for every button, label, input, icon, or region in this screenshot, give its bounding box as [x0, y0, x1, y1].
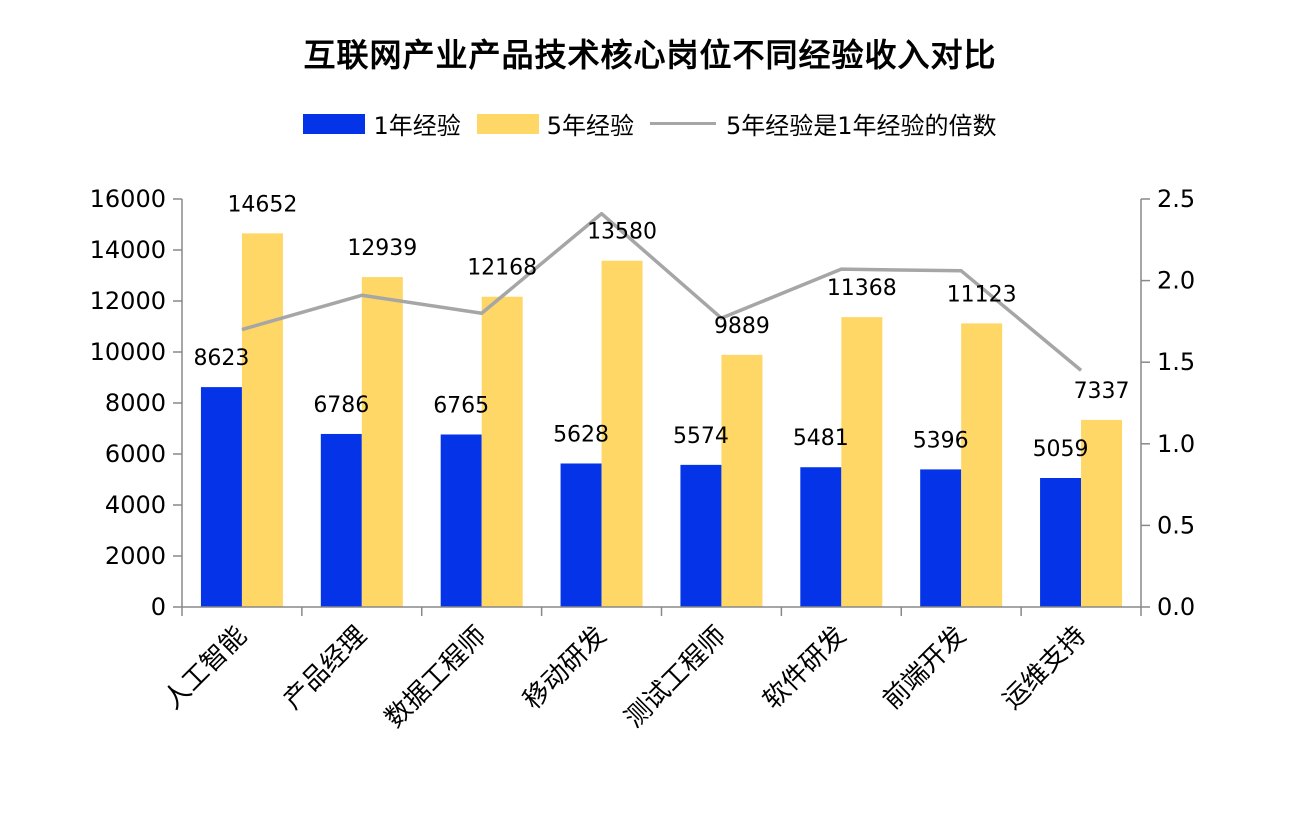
y-tick-label: 2000	[105, 542, 166, 570]
bar-1yr	[560, 463, 602, 607]
bar-1yr	[200, 387, 242, 607]
x-tick-label: 运维支持	[997, 621, 1092, 716]
x-tick-label: 产品经理	[278, 621, 373, 716]
y2-tick-label: 1.5	[1157, 348, 1195, 376]
data-label-1yr: 5574	[673, 424, 729, 449]
legend-item-1yr: 1年经验	[303, 106, 461, 141]
y-tick-label: 16000	[90, 185, 166, 213]
y-tick-label: 4000	[105, 491, 166, 519]
data-label-1yr: 6786	[313, 393, 369, 418]
data-label-5yr: 14652	[227, 192, 297, 217]
chart-title: 互联网产业产品技术核心岗位不同经验收入对比	[303, 36, 997, 74]
y2-tick-label: 2.0	[1157, 267, 1195, 295]
bar-5yr	[241, 233, 283, 607]
y2-tick-label: 2.5	[1157, 185, 1195, 213]
data-label-1yr: 5628	[553, 422, 609, 447]
bar-1yr	[680, 464, 722, 607]
bar-5yr	[1081, 419, 1123, 607]
y-tick-label: 10000	[90, 338, 166, 366]
x-tick-label: 人工智能	[158, 621, 253, 716]
bar-5yr	[961, 323, 1003, 607]
x-tick-label: 数据工程师	[379, 621, 492, 734]
data-label-1yr: 8623	[193, 346, 249, 371]
y-tick-label: 0	[151, 593, 166, 621]
y-tick-label: 8000	[105, 389, 166, 417]
y2-tick-label: 1.0	[1157, 430, 1195, 458]
legend-swatch-ratio	[650, 122, 716, 125]
legend-swatch-1yr	[303, 113, 366, 134]
bar-1yr	[440, 434, 482, 607]
y-tick-label: 14000	[90, 236, 166, 264]
legend-swatch-5yr	[476, 113, 539, 134]
y2-tick-label: 0.0	[1157, 593, 1195, 621]
x-tick-label: 移动研发	[518, 621, 613, 716]
bar-5yr	[481, 296, 523, 607]
legend-item-ratio: 5年经验是1年经验的倍数	[650, 106, 997, 141]
y2-tick-label: 0.5	[1157, 511, 1195, 539]
bar-5yr	[721, 354, 763, 607]
data-label-5yr: 11368	[827, 276, 897, 301]
x-tick-label: 前端开发	[877, 621, 972, 716]
bar-5yr	[841, 317, 883, 607]
legend: 1年经验 5年经验 5年经验是1年经验的倍数	[0, 106, 1300, 141]
x-tick-label: 测试工程师	[619, 621, 732, 734]
data-label-1yr: 5396	[913, 428, 969, 453]
y-tick-label: 12000	[90, 287, 166, 315]
data-label-5yr: 7337	[1074, 379, 1130, 404]
data-label-1yr: 5481	[793, 426, 849, 451]
data-label-5yr: 12168	[467, 256, 537, 281]
legend-label-ratio: 5年经验是1年经验的倍数	[726, 112, 997, 140]
bar-5yr	[361, 277, 403, 607]
data-label-5yr: 11123	[947, 282, 1017, 307]
data-label-1yr: 5059	[1033, 437, 1089, 462]
bar-5yr	[601, 260, 643, 607]
ratio-line	[241, 211, 1083, 372]
bar-1yr	[920, 469, 962, 607]
bar-1yr	[800, 467, 842, 607]
bar-1yr	[1040, 477, 1082, 607]
legend-label-5yr: 5年经验	[546, 112, 634, 140]
data-label-5yr: 9889	[714, 314, 770, 339]
legend-label-1yr: 1年经验	[373, 112, 461, 140]
bar-1yr	[320, 433, 362, 607]
data-label-5yr: 12939	[347, 236, 417, 261]
y-tick-label: 6000	[105, 440, 166, 468]
legend-item-5yr: 5年经验	[476, 106, 634, 141]
data-label-1yr: 6765	[433, 393, 489, 418]
data-label-5yr: 13580	[587, 220, 657, 245]
x-tick-label: 软件研发	[757, 621, 852, 716]
